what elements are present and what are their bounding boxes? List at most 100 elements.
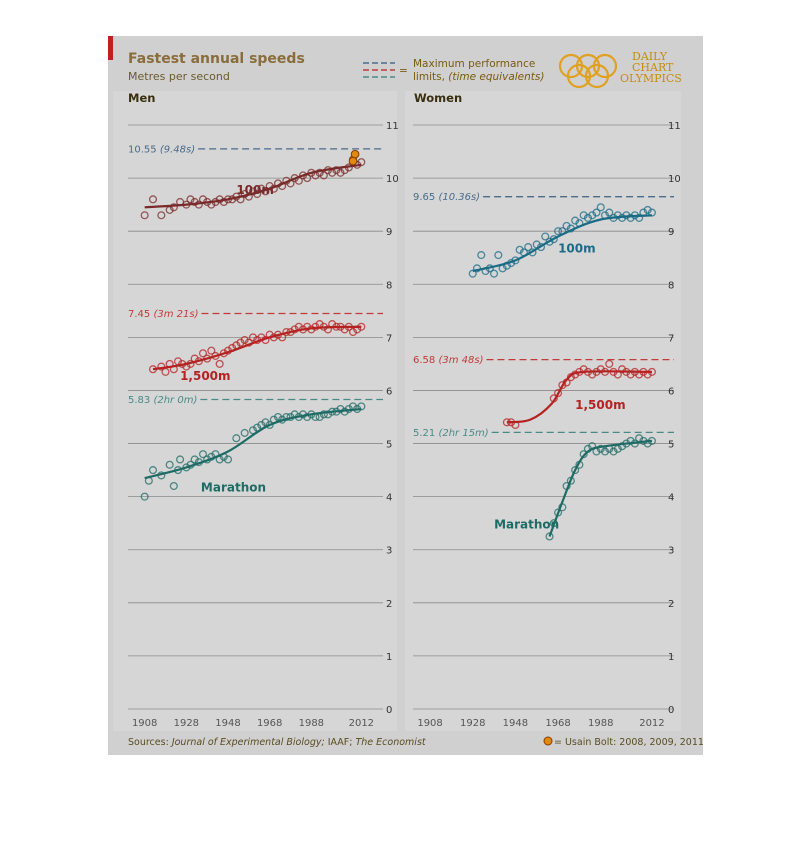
men-100m-point-40 (323, 166, 333, 175)
legend-line1: Maximum performance (413, 58, 535, 70)
women-100m-point-6 (494, 251, 503, 260)
men-xtick-1988: 1988 (299, 718, 324, 729)
men-100m-point-35 (303, 174, 312, 183)
women-1-500m-point-20 (622, 367, 631, 376)
women-100m-limit-time: (10.36s) (435, 192, 480, 203)
women-marathon-point-1 (549, 519, 558, 528)
men-marathon-point-27 (273, 412, 283, 422)
men-1-500m-point-17 (223, 346, 233, 355)
women-1-500m-point-24 (639, 367, 648, 376)
women-1-500m-point-7 (566, 373, 575, 382)
men-marathon-point-15 (211, 450, 220, 459)
women-marathon-point-0 (545, 532, 554, 541)
men-marathon-point-3 (157, 471, 166, 480)
men-marathon-point-12 (198, 450, 208, 459)
legend-line2-italic: (time equivalents) (448, 71, 544, 83)
panel-title-women: Women (414, 91, 462, 105)
women-100m-limit-label: 9.65 (10.36s) (413, 192, 480, 203)
men-1-500m-point-7 (182, 362, 191, 371)
men-xtick-1948: 1948 (215, 718, 240, 729)
men-100m-point-39 (319, 171, 328, 180)
men-1-500m-point-28 (269, 333, 278, 342)
men-1-500m-point-36 (303, 322, 312, 331)
chart-title: Fastest annual speeds (128, 51, 305, 67)
women-1-500m-point-10 (579, 365, 588, 374)
men-1-500m-point-45 (340, 325, 349, 334)
women-marathon-point-13 (600, 447, 610, 456)
sources-iaaf: IAAF; (328, 737, 353, 748)
women-ytick-11: 11 (668, 121, 681, 132)
men-ytick-10: 10 (386, 174, 399, 185)
women-1-500m-point-12 (588, 370, 597, 379)
men-1-500m-point-9 (190, 354, 199, 363)
women-1-500m-limit-value: 6.58 (413, 355, 435, 366)
women-1-500m-point-2 (511, 420, 520, 430)
sources-prefix: Sources: (128, 737, 169, 748)
men-100m-point-13 (211, 197, 220, 207)
women-marathon-point-16 (613, 444, 622, 453)
men-100m-point-14 (215, 195, 224, 204)
women-xtick-1948: 1948 (503, 718, 528, 729)
women-100m-series-label: 100m (558, 241, 596, 255)
women-marathon-point-15 (609, 447, 618, 456)
men-100m-point-28 (273, 179, 283, 188)
women-ytick-9: 9 (668, 227, 674, 238)
women-marathon-point-6 (571, 466, 580, 475)
men-marathon-point-8 (182, 463, 191, 472)
women-xtick-2012: 2012 (639, 718, 664, 729)
men-100m-point-25 (261, 187, 270, 196)
women-marathon-point-20 (630, 439, 639, 448)
women-100m-point-19 (549, 235, 558, 244)
women-marathon-point-4 (562, 481, 571, 491)
men-100m-point-15 (219, 197, 228, 207)
women-marathon-limit-label: 5.21 (2hr 15m) (413, 428, 489, 439)
men-ytick-1: 1 (386, 652, 392, 663)
title-accent-bar (108, 36, 113, 60)
men-100m-point-45 (344, 163, 353, 172)
men-100m-point-6 (182, 200, 191, 209)
men-marathon-point-43 (340, 407, 349, 416)
women-xtick-1968: 1968 (545, 718, 570, 729)
men-marathon-point-30 (286, 412, 295, 422)
women-1-500m-point-15 (600, 367, 610, 376)
men-marathon-point-39 (323, 410, 333, 419)
men-100m-point-3 (165, 205, 174, 214)
men-100m-point-36 (307, 168, 316, 177)
women-1-500m-limit-label: 6.58 (3m 48s) (413, 355, 483, 366)
men-1-500m-point-4 (169, 365, 178, 374)
men-100m-point-32 (290, 174, 299, 183)
men-marathon-point-23 (257, 420, 266, 430)
olympic-rings-logo (558, 53, 618, 89)
men-marathon-point-33 (298, 410, 308, 419)
men-xtick-1908: 1908 (132, 718, 157, 729)
women-1-500m-point-4 (554, 389, 563, 398)
men-marathon-point-36 (311, 412, 320, 422)
women-ytick-8: 8 (668, 280, 674, 291)
men-marathon-point-34 (303, 412, 312, 422)
women-100m-point-40 (639, 208, 648, 217)
men-100m-point-21 (244, 192, 253, 201)
bolt-note: = Usain Bolt: 2008, 2009, 2011 (554, 737, 703, 748)
women-marathon-point-8 (579, 450, 588, 459)
men-1-500m-point-22 (244, 338, 253, 347)
women-100m-point-5 (490, 269, 499, 278)
men-1-500m-point-37 (307, 325, 316, 334)
women-ytick-10: 10 (668, 174, 681, 185)
bolt-legend-marker (543, 736, 553, 746)
men-100m-point-43 (336, 168, 345, 177)
women-100m-point-11 (515, 245, 524, 254)
women-1-500m-point-0 (502, 418, 511, 427)
men-1-500m-point-46 (344, 322, 353, 331)
men-1-500m-point-26 (261, 335, 270, 345)
women-marathon-point-9 (583, 444, 592, 453)
men-marathon-point-46 (353, 404, 362, 414)
men-ytick-6: 6 (386, 386, 392, 397)
men-1-500m-point-33 (290, 325, 299, 334)
men-100m-point-48 (357, 158, 366, 167)
women-1-500m-point-19 (618, 365, 627, 374)
men-marathon-point-14 (207, 452, 216, 461)
women-100m-point-38 (630, 211, 639, 220)
women-100m-point-9 (507, 258, 516, 268)
men-100m-point-7 (186, 195, 195, 204)
men-marathon-point-28 (278, 415, 287, 424)
